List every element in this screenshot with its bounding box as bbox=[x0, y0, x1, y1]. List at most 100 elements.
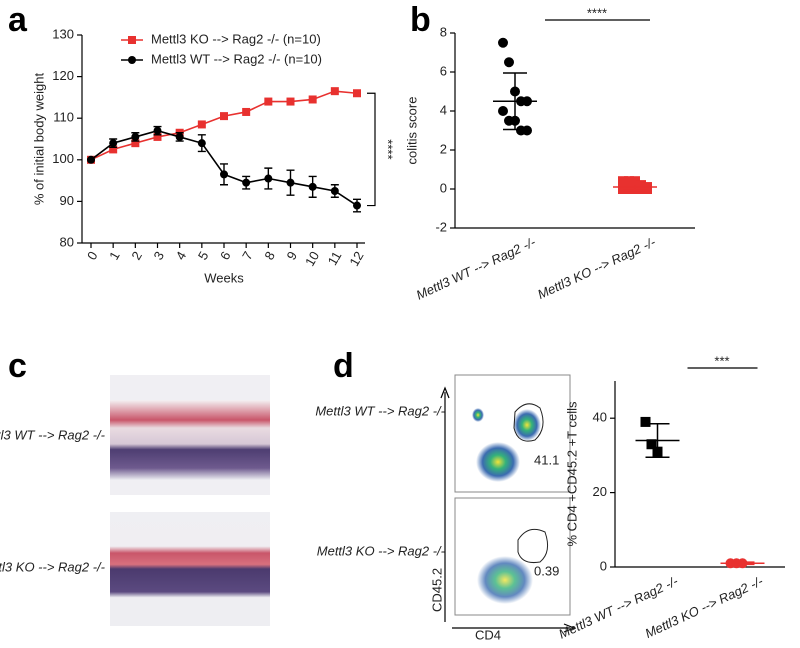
marker bbox=[153, 126, 162, 135]
y-tick-label: 80 bbox=[60, 234, 74, 249]
y-axis-label: % CD4 +CD45.2 +T cells bbox=[564, 401, 579, 546]
panel-images bbox=[110, 374, 576, 633]
error-bar bbox=[645, 423, 670, 459]
gate-value: 0.39 bbox=[534, 563, 559, 578]
marker bbox=[87, 155, 95, 164]
x-tick-label: 3 bbox=[150, 249, 167, 263]
marker bbox=[109, 145, 118, 154]
marker bbox=[504, 57, 514, 68]
marker bbox=[618, 184, 628, 194]
marker bbox=[197, 139, 206, 148]
panel-letter: d bbox=[333, 347, 354, 385]
row-label: Mettl3 WT --> Rag2 -/- bbox=[315, 403, 445, 418]
x-tick-label: 0 bbox=[84, 249, 101, 263]
gate bbox=[517, 528, 549, 563]
row-label: Mettl3 KO --> Rag2 -/- bbox=[0, 559, 106, 574]
histology-image bbox=[110, 512, 270, 626]
x-axis-label: Weeks bbox=[204, 270, 244, 285]
marker bbox=[630, 176, 640, 187]
marker bbox=[242, 178, 251, 187]
y-axis-label: % of initial body weight bbox=[31, 72, 46, 205]
marker bbox=[153, 132, 162, 141]
significance-bracket bbox=[367, 92, 376, 207]
marker bbox=[128, 56, 136, 64]
x-tick-label: 11 bbox=[325, 249, 345, 268]
marker bbox=[353, 201, 361, 210]
marker bbox=[646, 439, 657, 450]
y-tick-label: 0 bbox=[440, 180, 447, 195]
y-tick-label: 90 bbox=[60, 193, 74, 208]
x-tick-label: 12 bbox=[346, 249, 366, 269]
y-tick-label: 6 bbox=[440, 63, 447, 78]
marker bbox=[131, 132, 140, 141]
row-label: Mettl3 WT --> Rag2 -/- bbox=[0, 427, 106, 442]
x-tick-label: 9 bbox=[283, 249, 300, 263]
x-axis-label: CD4 bbox=[475, 627, 501, 642]
significance-label: **** bbox=[381, 139, 396, 159]
x-tick-label: 6 bbox=[217, 249, 234, 263]
gate-value: 41.1 bbox=[534, 452, 559, 467]
marker bbox=[264, 97, 273, 106]
histology-image bbox=[110, 400, 270, 480]
legend-label: Mettl3 WT --> Rag2 -/- (n=10) bbox=[151, 51, 322, 66]
significance-label: *** bbox=[714, 353, 729, 368]
axis-arrow bbox=[440, 386, 450, 399]
marker bbox=[220, 170, 228, 179]
marker bbox=[498, 106, 508, 116]
marker bbox=[522, 125, 532, 136]
legend-label: Mettl3 KO --> Rag2 -/- (n=10) bbox=[151, 31, 321, 46]
marker bbox=[286, 178, 295, 187]
marker bbox=[197, 120, 206, 129]
marker bbox=[330, 187, 339, 195]
axis-arrow bbox=[563, 623, 576, 633]
x-tick-label: 4 bbox=[173, 249, 190, 263]
y-tick-label: 8 bbox=[440, 24, 447, 39]
error-bar bbox=[623, 182, 647, 192]
flow-population bbox=[513, 409, 541, 441]
x-tick-label: 1 bbox=[106, 249, 123, 263]
marker bbox=[220, 112, 228, 121]
marker bbox=[330, 87, 339, 96]
row-label: Mettl3 KO --> Rag2 -/- bbox=[317, 543, 446, 558]
marker bbox=[308, 95, 317, 104]
marker bbox=[264, 174, 273, 183]
marker bbox=[498, 37, 508, 48]
marker bbox=[242, 107, 251, 116]
y-tick-label: 0 bbox=[600, 558, 607, 573]
y-axis-label: colitis score bbox=[404, 97, 419, 165]
marker bbox=[618, 176, 628, 187]
y-tick-label: 110 bbox=[53, 110, 74, 125]
y-tick-label: 2 bbox=[440, 141, 447, 156]
x-tick-label: Mettl3 KO --> Rag2 -/- bbox=[535, 234, 658, 302]
marker bbox=[636, 184, 646, 194]
panel-letter: a bbox=[8, 1, 28, 39]
y-tick-label: 20 bbox=[593, 484, 607, 499]
marker bbox=[286, 97, 295, 106]
significance-label: **** bbox=[587, 5, 607, 20]
x-tick-label: 10 bbox=[302, 249, 322, 269]
y-axis-label: CD45.2 bbox=[429, 568, 444, 612]
panel-letter: b bbox=[410, 1, 431, 39]
x-tick-label: 7 bbox=[239, 249, 256, 263]
marker bbox=[640, 416, 651, 427]
marker bbox=[109, 139, 118, 148]
y-tick-label: 130 bbox=[52, 26, 74, 41]
x-tick-label: 5 bbox=[195, 249, 212, 263]
y-tick-label: 4 bbox=[440, 102, 447, 117]
error-bar bbox=[503, 72, 527, 131]
marker bbox=[353, 89, 361, 98]
marker bbox=[624, 176, 634, 187]
y-tick-label: 40 bbox=[593, 410, 607, 425]
marker bbox=[624, 184, 634, 194]
marker bbox=[175, 132, 184, 141]
marker bbox=[131, 139, 140, 148]
y-tick-label: -2 bbox=[435, 219, 447, 234]
marker bbox=[128, 36, 136, 44]
x-tick-label: Mettl3 WT --> Rag2 -/- bbox=[414, 234, 538, 303]
y-tick-label: 120 bbox=[52, 68, 74, 83]
series-line bbox=[90, 90, 358, 161]
x-tick-label: 2 bbox=[128, 249, 145, 263]
flow-population bbox=[477, 556, 533, 604]
flow-population bbox=[472, 408, 484, 422]
